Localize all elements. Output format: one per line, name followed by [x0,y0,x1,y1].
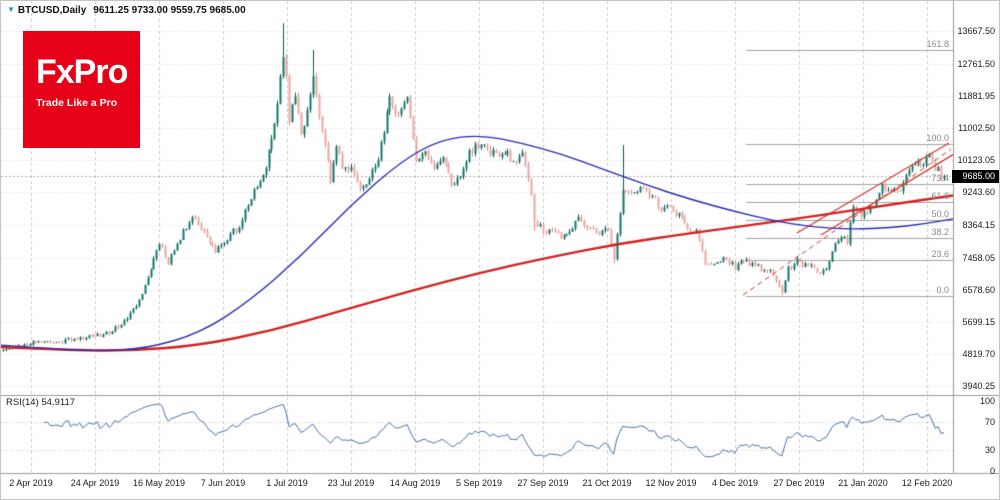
time-axis-label: 21 Oct 2019 [582,478,632,488]
rsi-axis-label: 30 [984,445,995,455]
price-axis-label: 12761.50 [957,59,995,70]
time-axis-label: 27 Dec 2019 [773,478,825,488]
price-axis-label: 11002.50 [958,123,995,134]
price-axis-label: 9243.60 [962,187,995,198]
time-axis-label: 24 Apr 2019 [70,478,120,488]
time-axis-label: 7 Jun 2019 [200,478,246,488]
price-axis-label: 8364.15 [962,219,995,230]
fxpro-logo-subtitle: Trade Like a Pro [36,97,118,109]
time-axis-label: 12 Feb 2020 [901,478,953,488]
fxpro-logo: FxPro Trade Like a Pro [23,31,140,148]
fxpro-logo-title: FxPro [36,53,128,91]
ohlc-values: 9611.25 9733.00 9559.75 9685.00 [93,5,246,16]
price-axis-label: 5699.15 [962,316,995,327]
time-axis-label: 2 Apr 2019 [9,478,53,488]
time-axis-label: 23 Jul 2019 [327,478,375,488]
price-axis-label: 6578.60 [962,284,995,295]
current-price-badge: 9685.00 [952,170,999,183]
price-axis-label: 11881.95 [958,91,995,102]
time-axis-label: 12 Nov 2019 [645,478,697,488]
price-axis[interactable]: 13667.50 12761.50 11881.95 11002.50 10123.05… [952,1,999,476]
symbol-marker-icon: ▼ [7,5,15,14]
time-axis-label: 27 Sep 2019 [517,478,569,488]
price-axis-label: 10123.05 [957,155,995,166]
symbol-timeframe-label: BTCUSD,Daily [17,5,87,16]
rsi-axis-label: 100 [979,396,995,406]
price-axis-label: 4819.70 [962,348,995,359]
time-axis-label: 14 Aug 2019 [389,478,441,488]
price-axis-label: 13667.50 [957,26,995,36]
time-axis-label: 16 May 2019 [132,478,186,488]
time-axis-label: 4 Dec 2019 [711,478,759,488]
time-axis-label: 21 Jan 2020 [838,478,888,488]
price-axis-label: 3940.25 [962,381,995,391]
time-axis-label: 5 Sep 2019 [455,478,503,488]
time-axis-label: 1 Jul 2019 [266,478,308,488]
time-axis[interactable]: 2 Apr 2019 24 Apr 2019 16 May 2019 7 Jun 20… [1,474,999,499]
rsi-axis-label: 70 [984,417,995,427]
chart-title-bar: ▼ BTCUSD,Daily 9611.25 9733.00 9559.75 968… [7,5,246,16]
price-axis-label: 7458.05 [962,252,995,263]
rsi-axis-label: 0 [989,466,995,476]
rsi-indicator-label: RSI(14) 54.9117 [6,397,76,408]
